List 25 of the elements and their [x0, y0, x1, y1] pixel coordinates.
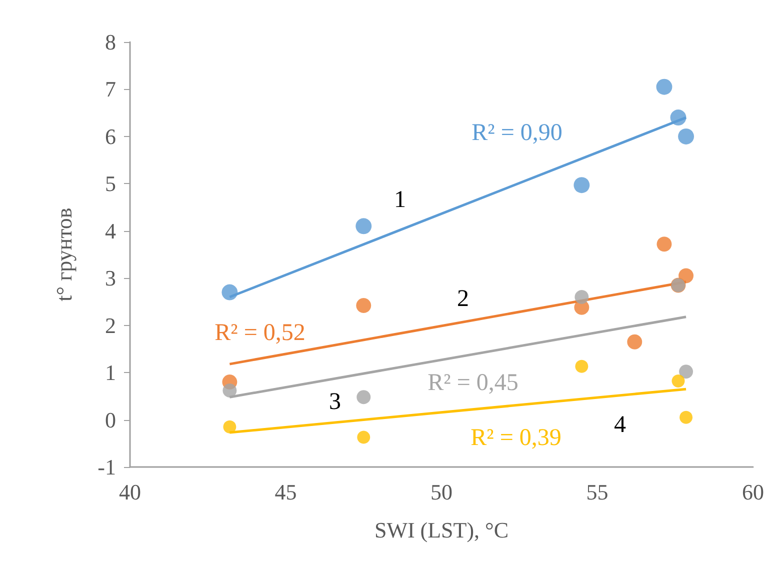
y-tick-label: 1 — [105, 360, 116, 386]
annotation: 1 — [394, 187, 406, 213]
series-label: R² = 0,45 — [428, 370, 518, 396]
x-tick-label: 45 — [274, 480, 297, 504]
series-label: R² = 0,39 — [470, 425, 562, 451]
annotation: 3 — [329, 389, 341, 415]
series-label: R² = 0,90 — [472, 120, 562, 146]
y-tick-label: 8 — [105, 30, 116, 54]
y-tick-label: 6 — [105, 124, 116, 149]
y-tick-label: 4 — [105, 218, 116, 244]
series-label: R² = 0,52 — [214, 320, 306, 346]
y-tick-label: 7 — [105, 76, 116, 102]
x-tick-label: 55 — [586, 480, 608, 504]
y-tick-label: 0 — [105, 407, 116, 432]
x-axis-title: SWI (LST), °C — [374, 518, 509, 542]
x-tick-label: 60 — [742, 480, 764, 504]
y-tick-label: 3 — [105, 266, 116, 291]
annotation: 2 — [457, 286, 469, 312]
x-tick-label: 50 — [430, 480, 452, 504]
y-axis-title: t° грунтов — [52, 208, 76, 302]
y-tick-label: 2 — [105, 312, 116, 338]
annotation: 4 — [614, 412, 626, 438]
y-tick-label: -1 — [98, 454, 116, 480]
y-tick-label: 5 — [105, 171, 116, 196]
x-tick-label: 40 — [119, 480, 141, 504]
